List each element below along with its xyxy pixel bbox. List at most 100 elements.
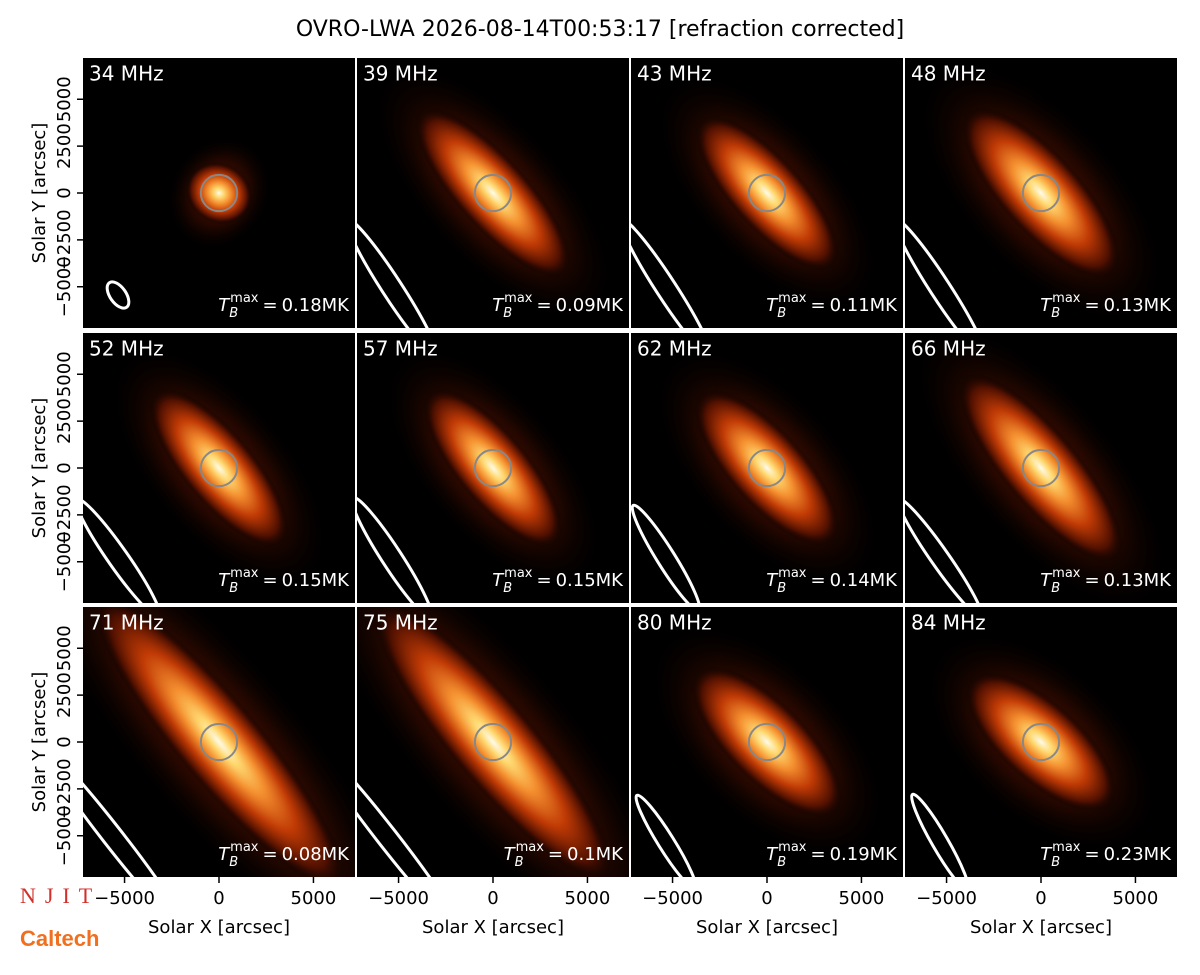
tb-equals: = [262,844,277,865]
tb-symbol: T [766,570,779,591]
tb-max-label: TBmax = 0.13MK [1040,566,1172,596]
y-axis-label: Solar Y [arcsec] [29,398,50,539]
emission-source [694,389,840,547]
x-tick-label: −5000 [916,888,977,909]
beam [634,793,698,877]
solar-disk [199,722,239,762]
tb-equals: = [536,295,551,316]
tb-max-label: TBmax = 0.18MK [218,291,350,321]
solar-disk [473,448,513,488]
emission-source [961,106,1121,280]
tb-value: 0.15 [556,570,596,591]
frequency-label: 39 MHz [363,62,438,86]
tb-equals: = [536,570,551,591]
tb-subscript: B [777,855,786,870]
tb-subscript: B [1051,581,1060,596]
tb-symbol: T [492,295,505,316]
tb-unit: MK [322,570,351,591]
panel [357,607,629,877]
tb-value: 0.19 [830,844,870,865]
solar-disk [1021,448,1061,488]
beam [905,217,987,328]
y-tick-label: −5000 [54,531,75,592]
tb-superscript: max [230,840,259,855]
tb-subscript: B [515,855,524,870]
y-tick-label: 2500 [54,672,75,718]
panel [357,58,629,328]
frequency-label: 62 MHz [637,337,712,361]
emission-source [92,607,346,877]
tb-symbol: T [1040,295,1053,316]
frequency-label: 80 MHz [637,611,712,635]
tb-max-label: TBmax = 0.08MK [218,840,350,870]
x-axis-label: Solar X [arcsec] [970,917,1112,938]
tb-superscript: max [1052,840,1081,855]
tb-symbol: T [492,570,505,591]
tb-unit: MK [596,844,625,865]
tb-subscript: B [229,306,238,321]
y-tick-label: −2500 [54,758,75,819]
tb-subscript: B [229,581,238,596]
tb-value: 0.08 [282,844,322,865]
panel [905,58,1177,328]
tb-value: 0.14 [830,570,870,591]
tb-equals: = [1084,844,1099,865]
x-tick-label: 5000 [839,888,885,909]
tb-superscript: max [504,566,533,581]
panel [631,333,903,603]
tb-superscript: max [778,566,807,581]
x-axis-label: Solar X [arcsec] [422,917,564,938]
tb-value: 0.13 [1104,295,1144,316]
tb-unit: MK [1144,570,1173,591]
tb-symbol: T [504,844,517,865]
panel [83,607,355,877]
solar-disk [747,448,787,488]
tb-superscript: max [1052,291,1081,306]
x-tick-label: −5000 [94,888,155,909]
solar-disk [1021,722,1061,762]
tb-unit: MK [1144,295,1173,316]
tb-max-label: TBmax = 0.15MK [218,566,350,596]
frequency-label: 71 MHz [89,611,164,635]
tb-equals: = [548,844,563,865]
y-tick-label: 5000 [54,76,75,122]
tb-symbol: T [766,295,779,316]
tb-equals: = [810,295,825,316]
beam [631,503,702,603]
tb-unit: MK [322,844,351,865]
beam [83,740,189,877]
frequency-label: 43 MHz [637,62,712,86]
tb-value: 0.1 [567,844,596,865]
tb-max-label: TBmax = 0.19MK [766,840,898,870]
tb-equals: = [810,570,825,591]
tb-unit: MK [596,570,625,591]
tb-max-label: TBmax = 0.11MK [766,291,898,321]
y-tick-label: −2500 [54,484,75,545]
emission-source [149,387,289,549]
panel [83,58,355,328]
tb-subscript: B [1051,306,1060,321]
panel [357,333,629,603]
figure-title: OVRO-LWA 2026-08-14T00:53:17 [refraction… [296,17,904,42]
y-tick-label: 2500 [54,398,75,444]
tb-max-label: TBmax = 0.09MK [492,291,624,321]
x-tick-label: 5000 [565,888,611,909]
frequency-label: 52 MHz [89,337,164,361]
x-axis-label: Solar X [arcsec] [148,917,290,938]
tb-superscript: max [778,840,807,855]
y-tick-label: 5000 [54,625,75,671]
frequency-label: 84 MHz [911,611,986,635]
tb-symbol: T [218,844,231,865]
panel [905,607,1177,877]
beam [910,792,970,877]
y-axis-label: Solar Y [arcsec] [29,672,50,813]
solar-disk [473,722,513,762]
frequency-label: 66 MHz [911,337,986,361]
beam [905,497,984,603]
tb-symbol: T [1040,844,1053,865]
njit-logo: NJIT [20,883,101,908]
y-tick-label: −5000 [54,805,75,866]
emission-source [414,107,572,279]
tb-unit: MK [322,295,351,316]
